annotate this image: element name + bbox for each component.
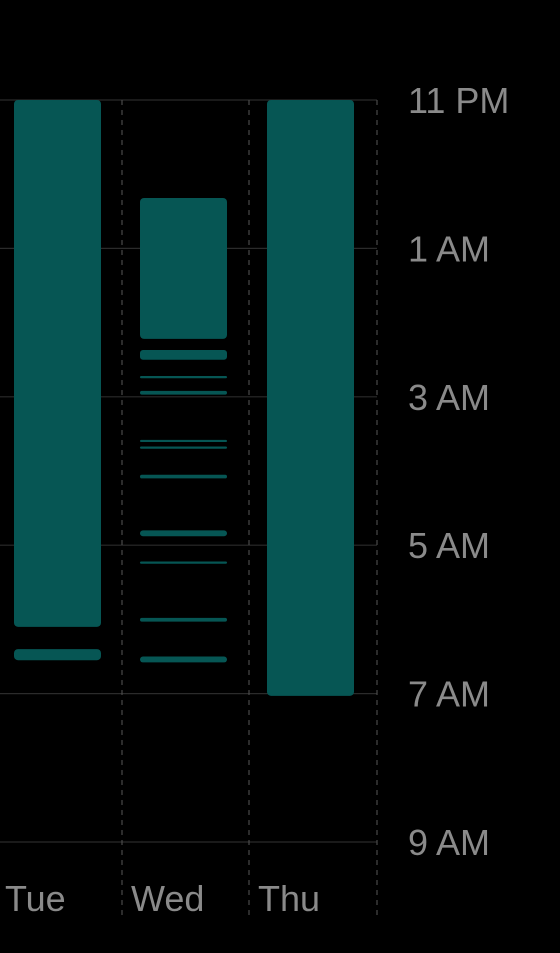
y-axis-tick-labels: 11 PM 1 AM 3 AM 5 AM 7 AM 9 AM (408, 80, 509, 863)
sleep-segment-wed (140, 439, 227, 443)
x-tick-label-tue: Tue (5, 878, 66, 919)
sleep-segment-wed (140, 656, 227, 663)
sleep-segment-wed (140, 561, 227, 564)
y-tick-label: 1 AM (408, 228, 490, 269)
vertical-gridlines (121, 100, 378, 918)
sleep-segment-tue (14, 649, 101, 661)
x-tick-label-wed: Wed (131, 878, 204, 919)
sleep-segment-wed (140, 617, 227, 622)
sleep-bars (14, 100, 354, 696)
sleep-segment-wed (140, 390, 227, 395)
y-tick-label: 7 AM (408, 674, 490, 715)
x-tick-label-thu: Thu (258, 878, 320, 919)
sleep-segment-wed (140, 376, 227, 379)
sleep-segment-wed (140, 530, 227, 537)
y-tick-label: 11 PM (408, 80, 509, 121)
y-tick-label: 5 AM (408, 525, 490, 566)
y-tick-label: 9 AM (408, 822, 490, 863)
sleep-segment-wed (140, 474, 227, 479)
sleep-segment-wed (140, 197, 227, 339)
sleep-segment-wed (140, 446, 227, 449)
sleep-segment-wed (140, 350, 227, 360)
x-axis-tick-labels: Tue Wed Thu (5, 878, 320, 919)
y-tick-label: 3 AM (408, 377, 490, 418)
sleep-segment-tue (14, 100, 101, 627)
sleep-segment-thu (267, 100, 354, 696)
